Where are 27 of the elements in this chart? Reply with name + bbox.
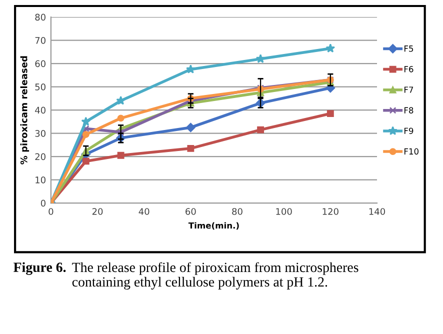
text: The release profile of piroxicam from microspheres containing ethyl cellulose polymers at pH 1.2. xyxy=(72,262,358,290)
legend-label: F9 xyxy=(404,128,414,134)
y-axis-title: % piroxicam released xyxy=(20,56,30,164)
y-tick-label: 70 xyxy=(35,37,46,44)
y-tick-label: 60 xyxy=(35,60,46,68)
y-tick-label: 80 xyxy=(35,14,46,21)
caption: Figure 6. xyxy=(14,262,66,275)
x-tick-label: 80 xyxy=(232,208,242,215)
legend-label: F5 xyxy=(404,46,414,52)
x-tick-label: 120 xyxy=(322,208,338,215)
y-tick-label: 30 xyxy=(35,130,46,137)
y-tick-label: 20 xyxy=(35,153,46,160)
legend-label: F10 xyxy=(404,148,419,155)
x-tick-label: 20 xyxy=(92,208,103,215)
legend-label: F7 xyxy=(404,86,414,93)
y-tick-label: 0 xyxy=(40,200,46,207)
x-tick-label: 140 xyxy=(369,208,386,215)
legend-label: F8 xyxy=(404,107,414,114)
x-tick-label: 40 xyxy=(138,208,150,215)
y-tick-label: 40 xyxy=(35,106,46,114)
y-tick-label: 50 xyxy=(35,84,46,90)
x-tick-label: 0 xyxy=(48,208,54,215)
x-axis-title: Time(min.) xyxy=(188,222,239,230)
x-tick-label: 100 xyxy=(276,208,292,215)
y-tick-label: 10 xyxy=(36,176,46,184)
legend-label: F6 xyxy=(404,66,414,72)
x-tick-label: 60 xyxy=(186,208,196,215)
